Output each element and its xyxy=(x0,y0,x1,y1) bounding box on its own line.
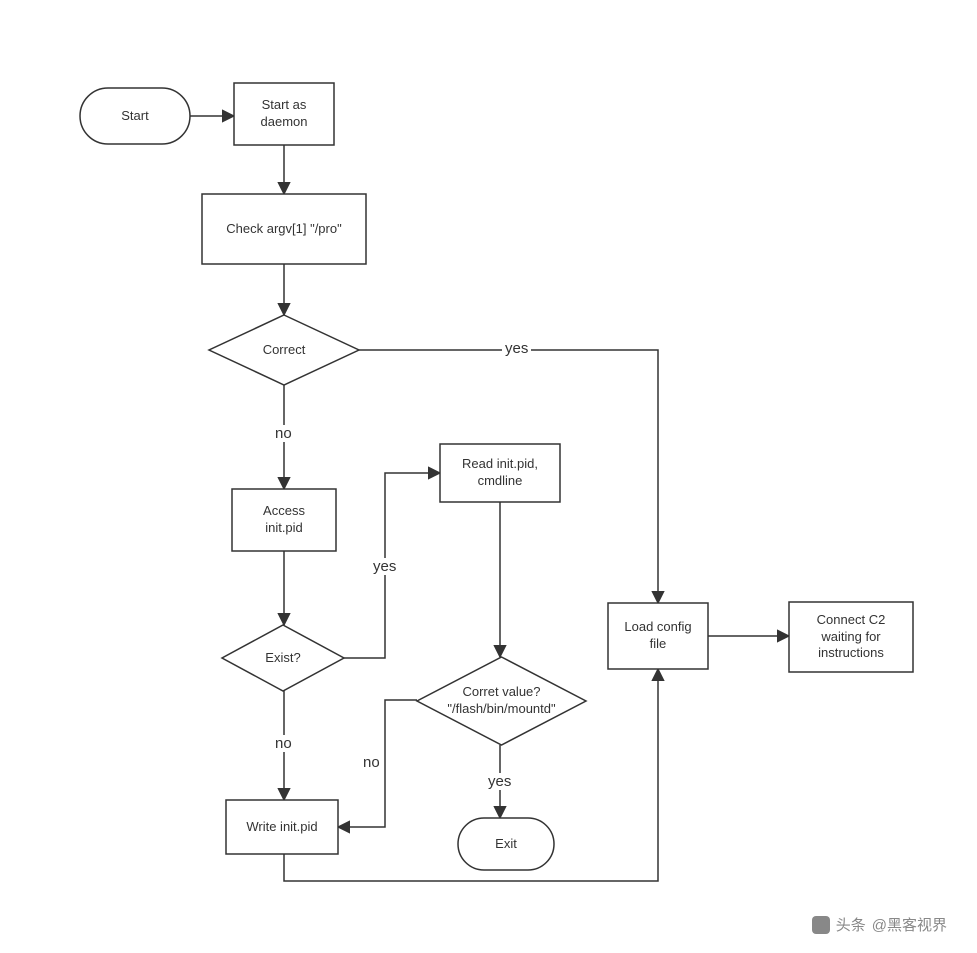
flowchart-canvas xyxy=(0,0,977,953)
node-exit xyxy=(458,818,554,870)
node-correct xyxy=(209,315,359,385)
node-corrval xyxy=(417,657,586,745)
edge-corrval-write xyxy=(338,700,417,827)
node-loadcfg xyxy=(608,603,708,669)
node-daemon xyxy=(234,83,334,145)
node-write xyxy=(226,800,338,854)
watermark: 头条 @黑客视界 xyxy=(812,914,947,935)
edge-exist-readpid xyxy=(344,473,440,658)
node-start xyxy=(80,88,190,144)
node-checkargv xyxy=(202,194,366,264)
watermark-text: @黑客视界 xyxy=(872,914,947,935)
node-readpid xyxy=(440,444,560,502)
source-icon xyxy=(812,916,830,934)
node-exist xyxy=(222,625,344,691)
node-connect xyxy=(789,602,913,672)
node-access xyxy=(232,489,336,551)
watermark-prefix: 头条 xyxy=(836,914,866,935)
